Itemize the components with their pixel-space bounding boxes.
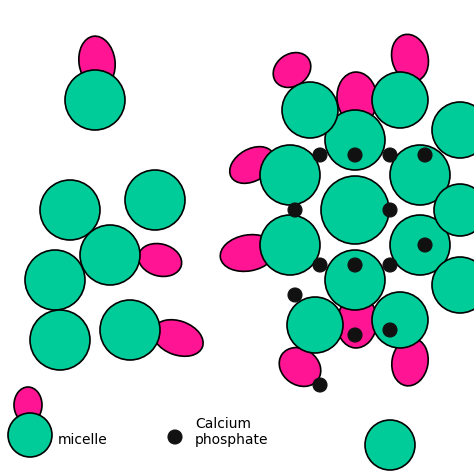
Circle shape xyxy=(383,323,397,337)
Ellipse shape xyxy=(392,338,428,386)
Ellipse shape xyxy=(337,296,377,348)
Ellipse shape xyxy=(273,53,311,87)
Ellipse shape xyxy=(14,387,42,423)
Circle shape xyxy=(372,292,428,348)
Circle shape xyxy=(8,413,52,457)
Circle shape xyxy=(287,297,343,353)
Ellipse shape xyxy=(153,320,203,356)
Circle shape xyxy=(434,184,474,236)
Circle shape xyxy=(372,72,428,128)
Circle shape xyxy=(432,257,474,313)
Circle shape xyxy=(260,145,320,205)
Circle shape xyxy=(348,148,362,162)
Circle shape xyxy=(383,148,397,162)
Ellipse shape xyxy=(337,72,377,124)
Circle shape xyxy=(383,203,397,217)
Circle shape xyxy=(365,420,415,470)
Circle shape xyxy=(390,215,450,275)
Ellipse shape xyxy=(138,244,182,276)
Text: micelle: micelle xyxy=(58,433,108,447)
Circle shape xyxy=(390,145,450,205)
Ellipse shape xyxy=(392,34,428,82)
Circle shape xyxy=(313,258,327,272)
Circle shape xyxy=(65,70,125,130)
Circle shape xyxy=(288,288,302,302)
Circle shape xyxy=(168,430,182,444)
Circle shape xyxy=(30,310,90,370)
Circle shape xyxy=(100,300,160,360)
Circle shape xyxy=(325,110,385,170)
Circle shape xyxy=(125,170,185,230)
Circle shape xyxy=(418,238,432,252)
Circle shape xyxy=(348,258,362,272)
Circle shape xyxy=(432,102,474,158)
Circle shape xyxy=(313,378,327,392)
Circle shape xyxy=(321,176,389,244)
Circle shape xyxy=(313,148,327,162)
Ellipse shape xyxy=(79,36,115,88)
Ellipse shape xyxy=(220,235,276,272)
Circle shape xyxy=(383,258,397,272)
Circle shape xyxy=(325,250,385,310)
Circle shape xyxy=(25,250,85,310)
Text: Calcium
phosphate: Calcium phosphate xyxy=(195,417,268,447)
Circle shape xyxy=(260,215,320,275)
Circle shape xyxy=(288,203,302,217)
Circle shape xyxy=(418,148,432,162)
Circle shape xyxy=(348,328,362,342)
Circle shape xyxy=(80,225,140,285)
Ellipse shape xyxy=(230,146,274,183)
Ellipse shape xyxy=(279,347,321,386)
Circle shape xyxy=(282,82,338,138)
Circle shape xyxy=(40,180,100,240)
